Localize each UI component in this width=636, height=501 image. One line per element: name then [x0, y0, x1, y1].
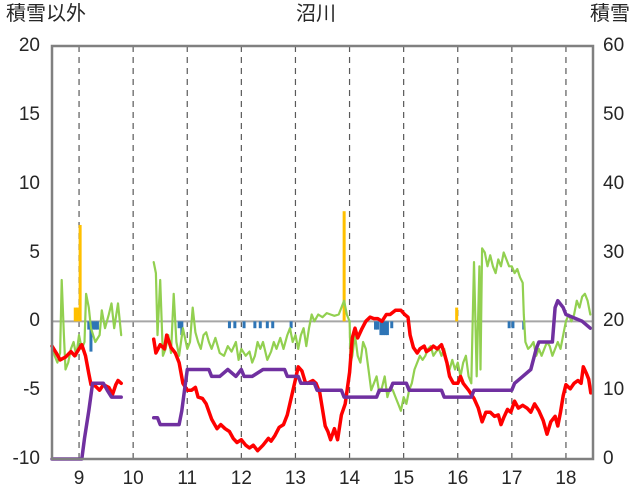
- precipitation-bar-1: [75, 307, 79, 322]
- y-left-tick-10: 10: [18, 172, 40, 194]
- snow_depth-line-1: [151, 298, 593, 427]
- y-right-tick-30: 30: [603, 241, 625, 263]
- x-tick-17: 17: [501, 468, 523, 489]
- sunshine_bar-bar-19: [383, 321, 387, 336]
- x-tick-18: 18: [555, 468, 577, 489]
- y-right-tick-10: 10: [603, 379, 625, 401]
- sunshine_bar-bar-7: [227, 321, 231, 329]
- sunshine_bar-bar-12: [265, 321, 269, 329]
- x-tick-12: 12: [230, 468, 252, 489]
- x-tick-16: 16: [447, 468, 469, 489]
- y-left-tick-5: 5: [29, 241, 40, 263]
- sunshine_bar-bar-2: [91, 321, 95, 330]
- sunshine_bar-bar-10: [253, 321, 257, 329]
- y-left-tick-0: 0: [29, 310, 40, 332]
- y-left-tick-15: 15: [18, 103, 40, 125]
- sunshine_bar-bar-0: [87, 321, 91, 330]
- y-right-tick-40: 40: [603, 172, 625, 194]
- x-tick-9: 9: [73, 468, 85, 489]
- y-right-tick-0: 0: [603, 448, 614, 469]
- precipitation-bar-3: [342, 211, 346, 322]
- y-left-tick--5: -5: [23, 379, 40, 401]
- x-tick-15: 15: [393, 468, 415, 489]
- sunshine_bar-bar-1: [89, 321, 93, 352]
- temperature-line-0: [50, 342, 123, 397]
- x-tick-13: 13: [284, 468, 306, 489]
- x-tick-10: 10: [122, 468, 144, 489]
- sunshine_bar-bar-9: [242, 321, 246, 329]
- precipitation-bar-4: [455, 307, 459, 322]
- sunshine_bar-bar-11: [258, 321, 262, 329]
- y-right-axis-label: 積雪: [590, 3, 630, 25]
- line-series: [50, 247, 593, 461]
- sunshine_bar-bar-15: [374, 321, 378, 330]
- x-tick-11: 11: [177, 468, 198, 489]
- sunshine_bar-bar-22: [507, 321, 511, 329]
- y-right-tick-60: 60: [603, 35, 625, 56]
- x-tick-14: 14: [338, 468, 361, 489]
- sunshine_bar-bar-23: [511, 321, 515, 329]
- sunshine_bar-bar-17: [379, 321, 383, 336]
- sunshine_bar-bar-3: [93, 321, 97, 330]
- sunshine_bar-bar-4: [95, 321, 99, 330]
- precipitation-bar-0: [73, 307, 77, 322]
- temperature-line-1: [151, 308, 593, 453]
- humidity_like-line-1: [152, 247, 592, 412]
- sunshine_bar-bar-8: [233, 321, 237, 329]
- snow_depth-line-0: [50, 381, 123, 461]
- sunshine_bar-bar-16: [376, 321, 380, 330]
- sunshine_bar-bar-14: [289, 321, 293, 329]
- sunshine_bar-bar-20: [385, 321, 389, 336]
- grid-lines: [52, 46, 593, 459]
- y-left-axis-label: 積雪以外: [6, 3, 86, 25]
- sunshine_bar-bar-5: [177, 321, 181, 329]
- y-left-tick-20: 20: [18, 35, 40, 56]
- sunshine_bar-bar-18: [381, 321, 385, 336]
- plot-frame: [50, 44, 595, 461]
- sunshine_bar-bar-21: [390, 321, 394, 329]
- chart-title: 沼川: [296, 3, 336, 25]
- y-left-tick--10: -10: [12, 448, 40, 469]
- precipitation-bar-2: [78, 224, 82, 322]
- y-right-tick-20: 20: [603, 310, 625, 332]
- y-right-tick-50: 50: [603, 103, 625, 125]
- sunshine_bar-bar-13: [271, 321, 275, 329]
